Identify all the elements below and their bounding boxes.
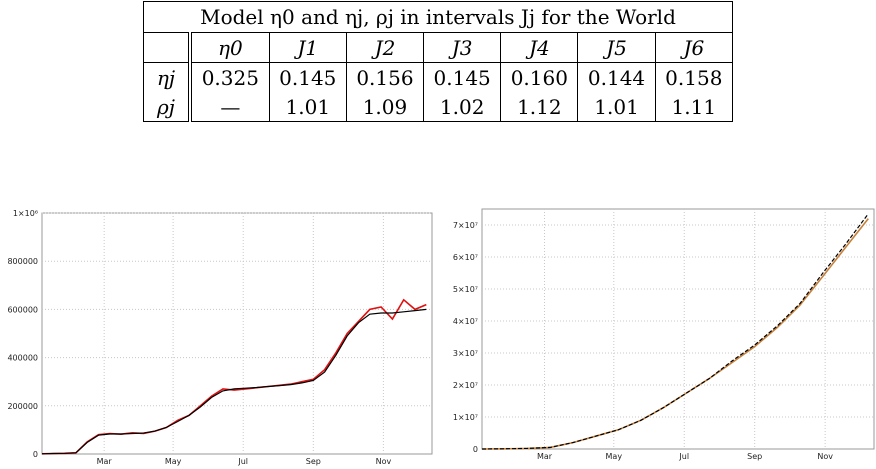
cumulative-cases-chart: 0 1×10⁷ 2×10⁷ 3×10⁷ 4×10⁷ 5×10⁷ 6×10⁷ 7×10⁷ Mar M… xyxy=(453,208,875,461)
eta-cell: 0.158 xyxy=(654,62,734,92)
x-tick-label: Mar xyxy=(537,452,553,461)
y-tick-label: 1×10⁷ xyxy=(453,413,478,422)
header-cell: J4 xyxy=(500,32,579,63)
row-label-rho: ρj xyxy=(143,92,192,122)
eta-cell: 0.160 xyxy=(500,62,579,92)
x-tick-label: May xyxy=(165,457,182,466)
x-tick-label: Nov xyxy=(817,452,833,461)
x-tick-label: Mar xyxy=(97,457,113,466)
y-tick-label: 0 xyxy=(33,450,38,459)
series-line-1 xyxy=(481,213,869,450)
series-line-1 xyxy=(41,308,427,455)
plot-frame xyxy=(41,212,433,455)
row-label-eta: ηj xyxy=(143,62,192,92)
y-tick-label: 3×10⁷ xyxy=(453,349,478,358)
eta-cell: 0.325 xyxy=(189,62,270,92)
x-tick-label: Nov xyxy=(376,457,392,466)
eta-cell: 0.145 xyxy=(268,62,347,92)
eta-cell: 0.144 xyxy=(577,62,656,92)
header-cell: J1 xyxy=(268,32,347,63)
y-tick-label: 7×10⁷ xyxy=(453,221,478,230)
series-line-0 xyxy=(41,298,427,455)
daily-cases-chart: 0 200000 400000 600000 800000 1×10⁶ Mar May Jul S… xyxy=(7,209,433,466)
header-cell: J5 xyxy=(577,32,656,63)
rho-cell: 1.02 xyxy=(423,92,502,122)
x-tick-label: May xyxy=(606,452,623,461)
series-line-0 xyxy=(481,218,869,450)
y-tick-label: 600000 xyxy=(7,305,38,314)
rho-cell: 1.09 xyxy=(345,92,425,122)
y-tick-label: 2×10⁷ xyxy=(453,381,478,390)
results-table: Model η0 and ηj, ρj in intervals Jj for … xyxy=(143,1,734,122)
eta-cell: 0.145 xyxy=(423,62,502,92)
header-cell: J6 xyxy=(654,32,734,63)
header-cell: J3 xyxy=(423,32,502,63)
header-cell xyxy=(143,32,192,63)
rho-cell: 1.01 xyxy=(577,92,656,122)
y-tick-label: 0 xyxy=(473,445,478,454)
eta-cell: 0.156 xyxy=(345,62,425,92)
rho-cell: 1.01 xyxy=(268,92,347,122)
y-tick-label: 200000 xyxy=(7,402,38,411)
x-tick-label: Jul xyxy=(237,457,248,466)
y-tick-label: 4×10⁷ xyxy=(453,317,478,326)
rho-cell: 1.11 xyxy=(654,92,734,122)
header-cell: η0 xyxy=(189,32,270,63)
header-cell: J2 xyxy=(345,32,425,63)
y-tick-label: 6×10⁷ xyxy=(453,253,478,262)
plot-frame xyxy=(481,208,875,450)
x-tick-label: Jul xyxy=(678,452,689,461)
y-tick-label: 1×10⁶ xyxy=(13,209,38,218)
table-caption: Model η0 and ηj, ρj in intervals Jj for … xyxy=(143,1,733,33)
x-tick-label: Sep xyxy=(747,452,762,461)
y-tick-label: 5×10⁷ xyxy=(453,285,478,294)
y-tick-label: 400000 xyxy=(7,354,38,363)
x-tick-label: Sep xyxy=(306,457,321,466)
rho-cell: 1.12 xyxy=(500,92,579,122)
rho-cell: — xyxy=(189,92,270,122)
y-tick-label: 800000 xyxy=(7,257,38,266)
